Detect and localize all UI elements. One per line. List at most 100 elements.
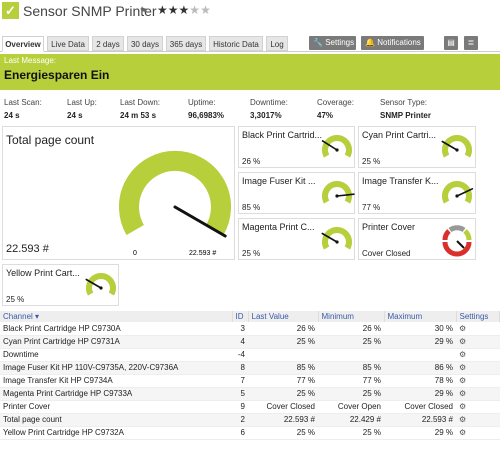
- gauge-fuser-svg: [322, 181, 355, 204]
- tab-historic-data[interactable]: Historic Data: [209, 36, 263, 51]
- comment-button[interactable]: ▤: [444, 36, 458, 50]
- table-row[interactable]: Image Transfer Kit HP C9734A 7 77 % 77 % 78 …: [0, 374, 500, 388]
- cell-last-value: 77 %: [248, 374, 318, 388]
- gear-icon[interactable]: ⚙: [459, 376, 467, 385]
- stat-label: Downtime:: [250, 98, 288, 107]
- cell-channel[interactable]: Downtime: [0, 348, 232, 362]
- table-row[interactable]: Downtime -4 ⚙: [0, 348, 500, 362]
- cell-last-value: 26 %: [248, 322, 318, 336]
- gear-icon[interactable]: ⚙: [459, 363, 467, 372]
- main-gauge-arc: [119, 150, 231, 235]
- cell-channel[interactable]: Yellow Print Cartridge HP C9732A: [0, 426, 232, 440]
- col-id[interactable]: ID: [232, 311, 249, 322]
- gauge-yellow-svg: [85, 273, 116, 296]
- table-row[interactable]: Yellow Print Cartridge HP C9732A 6 25 % 25 …: [0, 426, 500, 440]
- row-settings-cell: ⚙: [456, 322, 500, 336]
- cell-channel[interactable]: Total page count: [0, 413, 232, 427]
- stat-label: Last Scan:: [4, 98, 42, 107]
- gauge-needle: [321, 140, 338, 151]
- tab-overview[interactable]: Overview: [2, 36, 44, 52]
- flag-icon[interactable]: ⚑: [140, 6, 149, 16]
- stat-value: 47%: [317, 111, 334, 120]
- stat-value: 24 s: [4, 111, 20, 120]
- gauge-value: 25 %: [242, 249, 261, 258]
- tab-live-data[interactable]: Live Data: [47, 36, 89, 51]
- gear-icon[interactable]: ⚙: [459, 415, 467, 424]
- star-icon[interactable]: ★: [178, 3, 190, 17]
- gauge-value: 26 %: [242, 157, 261, 166]
- tab-365-days[interactable]: 365 days: [166, 36, 206, 51]
- star-icon[interactable]: ★: [189, 3, 201, 17]
- table-row[interactable]: Black Print Cartridge HP C9730A 3 26 % 26 %…: [0, 322, 500, 336]
- table-row[interactable]: Printer Cover 9 Cover Closed Cover Open Cove…: [0, 400, 500, 414]
- col-settings: Settings: [456, 311, 500, 322]
- row-settings-cell: ⚙: [456, 348, 500, 362]
- last-message-text: Energiesparen Ein: [4, 68, 110, 82]
- menu-button[interactable]: ≣: [464, 36, 478, 50]
- cell-last-value: 25 %: [248, 335, 318, 349]
- star-icon[interactable]: ★: [200, 3, 211, 17]
- gauge-panel-cyan: Cyan Print Cartri... 25 %: [358, 126, 476, 168]
- cell-last-value: 25 %: [248, 387, 318, 401]
- gauge-hub: [455, 148, 459, 152]
- gear-icon[interactable]: ⚙: [459, 402, 467, 411]
- sort-down-icon: ▾: [35, 312, 40, 321]
- tab-log[interactable]: Log: [266, 36, 288, 51]
- col-channel[interactable]: Channel ▾: [0, 311, 233, 322]
- gauge-needle: [85, 278, 102, 289]
- star-icon[interactable]: ★: [167, 3, 179, 17]
- cell-id: 3: [232, 322, 248, 336]
- star-icon[interactable]: ★: [157, 3, 168, 17]
- stat-coverage: Coverage: 47%: [317, 98, 354, 120]
- priority-stars[interactable]: ★★★★★: [157, 3, 211, 17]
- main-gauge-max: 22.593 #: [189, 250, 216, 257]
- stat-value: 24 s: [67, 111, 83, 120]
- notifications-button[interactable]: 🔔 Notifications: [361, 36, 424, 50]
- cell-channel[interactable]: Black Print Cartridge HP C9730A: [0, 322, 232, 336]
- gear-icon[interactable]: ⚙: [459, 428, 467, 437]
- tab-2-days[interactable]: 2 days: [92, 36, 124, 51]
- col-last-value[interactable]: Last Value: [248, 311, 319, 322]
- gear-icon[interactable]: ⚙: [459, 323, 467, 333]
- cell-maximum: 86 %: [384, 361, 456, 375]
- col-maximum[interactable]: Maximum: [384, 311, 457, 322]
- table-row[interactable]: Total page count 2 22.593 #22.429 #22.593 …: [0, 413, 500, 427]
- table-row[interactable]: Cyan Print Cartridge HP C9731A 4 25 % 25 % 2…: [0, 335, 500, 349]
- gauge-hub: [335, 240, 339, 244]
- cell-channel[interactable]: Magenta Print Cartridge HP C9733A: [0, 387, 232, 401]
- cell-id: 5: [232, 387, 248, 401]
- table-header-row: Channel ▾ ID Last Value Minimum Maximum …: [0, 311, 500, 322]
- cell-id: 8: [232, 361, 248, 375]
- page-title: Sensor SNMP Printer: [23, 3, 157, 19]
- wrench-icon: 🔧: [313, 38, 323, 47]
- gauge-panel-cover: Printer Cover Cover Closed: [358, 218, 476, 260]
- cell-channel[interactable]: Printer Cover: [0, 400, 232, 414]
- cell-channel[interactable]: Image Transfer Kit HP C9734A: [0, 374, 232, 388]
- tab-30-days[interactable]: 30 days: [127, 36, 163, 51]
- stat-last-up: Last Up: 24 s: [67, 98, 97, 120]
- stat-label: Sensor Type:: [380, 98, 427, 107]
- table-row[interactable]: Image Fuser Kit HP 110V-C9735A, 220V-C97…: [0, 361, 500, 375]
- cell-id: 4: [232, 335, 248, 349]
- cell-maximum: [384, 348, 456, 362]
- cell-channel[interactable]: Cyan Print Cartridge HP C9731A: [0, 335, 232, 349]
- gauge-needle: [441, 140, 458, 151]
- cover-gauge-red-seg: [442, 229, 451, 241]
- stat-label: Coverage:: [317, 98, 354, 107]
- gauge-value: 85 %: [242, 203, 261, 212]
- col-minimum[interactable]: Minimum: [318, 311, 385, 322]
- cell-channel[interactable]: Image Fuser Kit HP 110V-C9735A, 220V-C97…: [0, 361, 232, 375]
- gear-icon[interactable]: ⚙: [459, 350, 467, 359]
- stat-downtime: Downtime: 3,3017%: [250, 98, 288, 120]
- table-row[interactable]: Magenta Print Cartridge HP C9733A 5 25 % 25…: [0, 387, 500, 401]
- main-gauge-min: 0: [133, 250, 137, 257]
- gauge-panel-yellow: Yellow Print Cart... 25 %: [2, 264, 119, 306]
- gear-icon[interactable]: ⚙: [459, 389, 467, 398]
- cover-state-gauge-svg: [442, 225, 472, 257]
- gauge-title: Black Print Cartrid...: [242, 130, 323, 140]
- list-icon: ≣: [467, 38, 475, 47]
- settings-button[interactable]: 🔧 Settings: [309, 36, 356, 50]
- cover-gauge-bottom-seg: [442, 241, 472, 257]
- gear-icon[interactable]: ⚙: [459, 337, 467, 346]
- cell-id: 9: [232, 400, 248, 414]
